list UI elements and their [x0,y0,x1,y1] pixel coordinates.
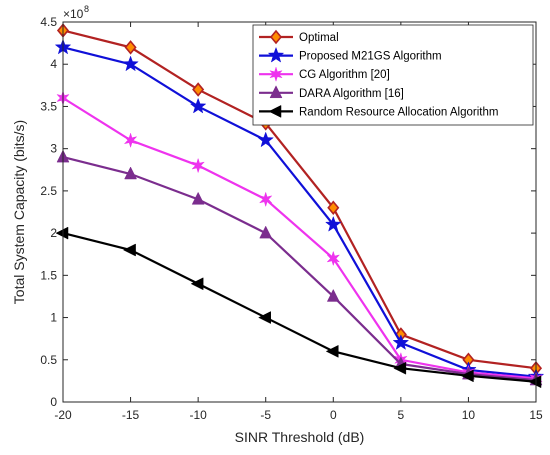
legend-entry: Proposed M21GS Algorithm [259,46,442,63]
data-point [191,191,205,205]
y-tick-label: 2 [50,226,57,240]
y-tick-label: 2.5 [40,184,57,198]
x-tick-label: 5 [398,408,405,422]
legend: Optimal Proposed M21GS Algorithm CG Algori… [252,24,534,126]
series-4 [55,226,542,389]
y-exponent-base: ×10 [63,7,84,21]
data-point [259,225,273,239]
data-point [190,277,204,291]
x-tick-label: -10 [189,408,207,422]
y-tick-label: 3 [50,142,57,156]
tick-labels: -20 -15 -10 -5 0 5 10 15 0 0.5 1 1.5 2 2.5 3 3.5 4 4.5 [40,15,543,422]
data-point [123,243,136,257]
y-axis-label: Total System Capacity (bits/s) [11,120,27,304]
x-tick-label: 10 [462,408,476,422]
legend-entry: Optimal [259,29,339,45]
y-tick-label: 0.5 [40,353,57,367]
legend-entry: DARA Algorithm [16] [259,85,404,100]
legend-marker [269,85,283,99]
x-tick-label: 15 [529,408,543,422]
x-tick-label: -15 [122,408,140,422]
x-tick-label: -20 [54,408,72,422]
data-point [257,131,275,148]
data-point [122,55,139,72]
legend-marker [267,46,285,63]
data-point [393,361,407,375]
y-tick-label: 4.5 [40,15,57,29]
data-point [192,82,205,97]
legend-label: DARA Algorithm [16] [299,88,404,100]
legend-entry: Random Resource Allocation Algorithm [259,104,498,118]
series-line [62,46,537,378]
y-tick-label: 1 [50,311,57,325]
series-line [62,97,537,380]
data-point [326,288,340,302]
legend-label: Random Resource Allocation Algorithm [299,106,498,118]
legend-marker [269,29,283,45]
legend-marker [268,104,282,118]
x-tick-label: -5 [260,408,271,422]
data-point [460,369,474,383]
series-line [62,232,537,383]
data-point [258,311,271,324]
legend-entry: CG Algorithm [20] [259,66,390,83]
data-point [258,191,273,208]
plot-frame [62,21,537,403]
legend-label: Optimal [299,32,339,44]
data-point [326,250,341,267]
series-line [62,156,537,382]
legend-marker [269,66,283,83]
y-tick-label: 0 [50,395,57,409]
data-point [189,97,207,114]
data-point [55,226,69,240]
y-tick-label: 4 [50,57,57,71]
data-point [124,166,137,180]
data-point [327,200,340,216]
data-point [528,375,542,389]
series-line [62,29,537,370]
y-exponent-power: 8 [84,4,89,14]
y-tick-label: 3.5 [40,99,57,113]
data-point [392,334,410,350]
legend-label: CG Algorithm [20] [299,69,390,81]
x-axis-label: SINR Threshold (dB) [235,429,365,445]
y-tick-label: 1.5 [40,268,57,282]
data-point [123,132,138,149]
legend-label: Proposed M21GS Algorithm [299,51,442,63]
data-point [324,215,342,232]
data-point [124,40,137,55]
data-point [191,157,205,174]
legend-box [252,24,534,126]
data-point [325,344,339,358]
x-tick-label: 0 [330,408,337,422]
